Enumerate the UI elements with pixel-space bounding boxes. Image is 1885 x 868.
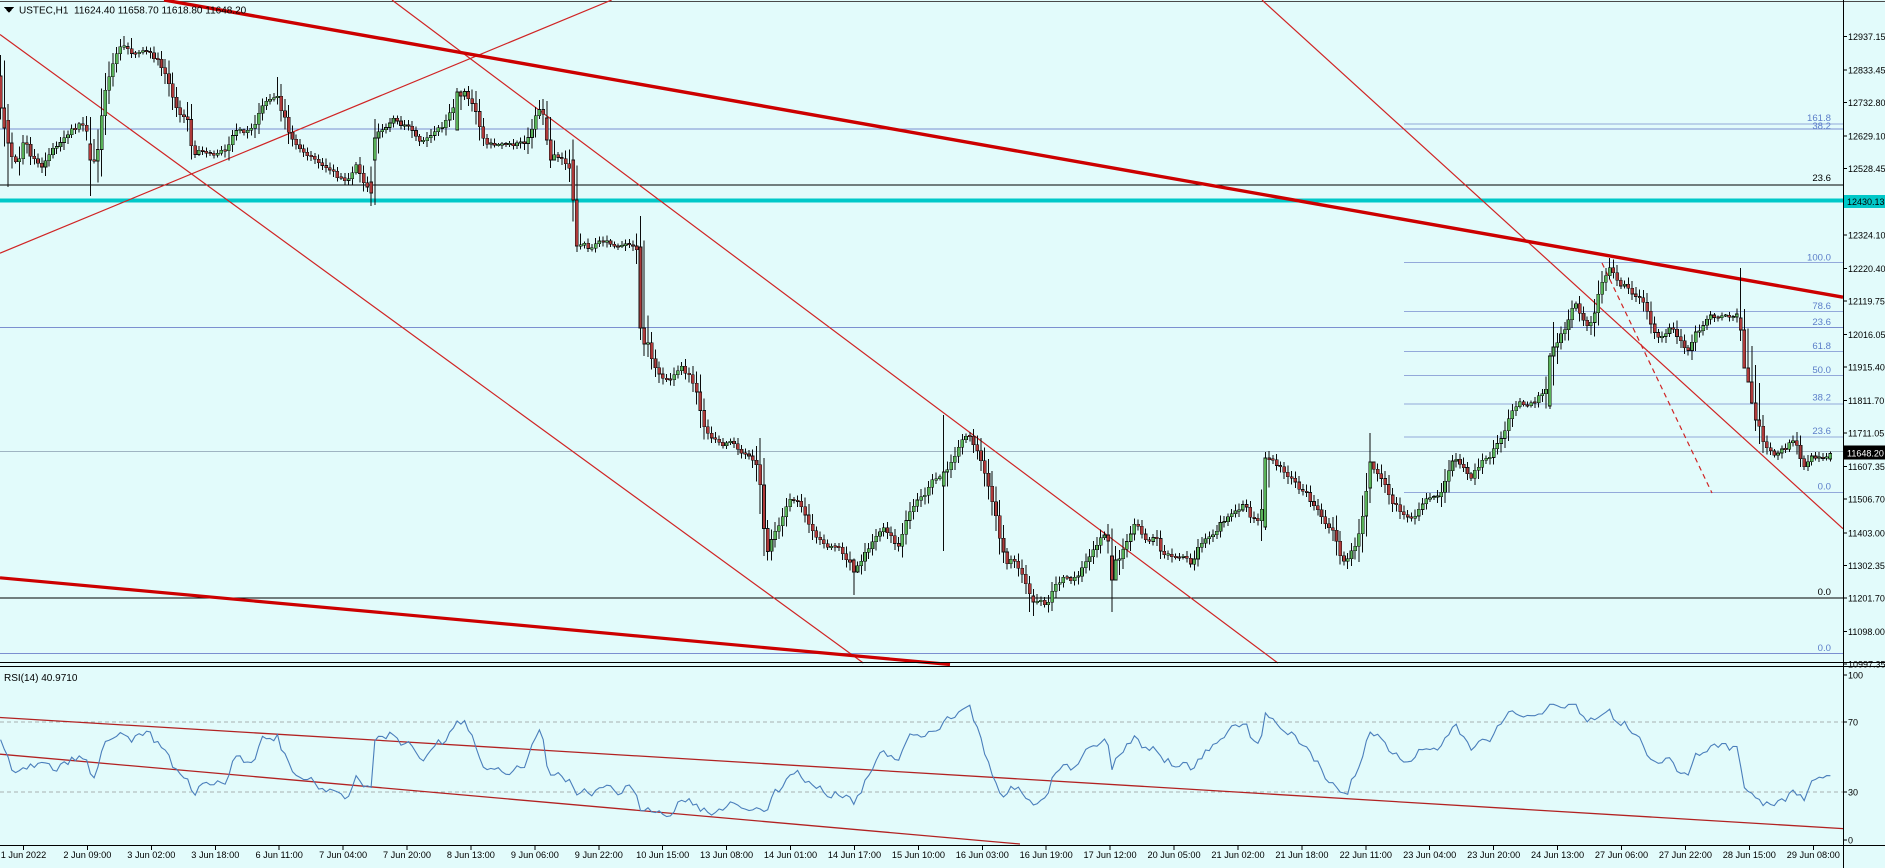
svg-text:11302.35: 11302.35 [1848, 561, 1885, 571]
svg-text:29 Jun 08:00: 29 Jun 08:00 [1787, 850, 1840, 860]
svg-text:21 Jun 02:00: 21 Jun 02:00 [1211, 850, 1264, 860]
svg-text:11915.40: 11915.40 [1848, 363, 1885, 373]
svg-text:10997.35: 10997.35 [1848, 660, 1885, 670]
svg-text:3 Jun 02:00: 3 Jun 02:00 [127, 850, 175, 860]
svg-text:12220.40: 12220.40 [1848, 264, 1885, 274]
svg-text:12937.15: 12937.15 [1848, 32, 1885, 42]
svg-text:28 Jun 15:00: 28 Jun 15:00 [1723, 850, 1776, 860]
svg-text:2 Jun 09:00: 2 Jun 09:00 [63, 850, 111, 860]
svg-text:11607.35: 11607.35 [1848, 462, 1885, 472]
svg-text:16 Jun 19:00: 16 Jun 19:00 [1020, 850, 1073, 860]
svg-text:100: 100 [1848, 671, 1863, 681]
svg-text:100.0: 100.0 [1807, 253, 1831, 264]
svg-text:6 Jun 11:00: 6 Jun 11:00 [256, 850, 303, 860]
svg-text:0.0: 0.0 [1818, 482, 1831, 493]
svg-text:0: 0 [1848, 836, 1853, 846]
svg-text:12324.10: 12324.10 [1848, 230, 1885, 240]
svg-text:30: 30 [1848, 787, 1858, 797]
svg-text:14 Jun 01:00: 14 Jun 01:00 [764, 850, 817, 860]
svg-text:70: 70 [1848, 717, 1858, 727]
svg-text:12833.45: 12833.45 [1848, 66, 1885, 76]
svg-text:78.6: 78.6 [1812, 301, 1831, 312]
svg-text:11098.00: 11098.00 [1848, 627, 1885, 637]
svg-text:21 Jun 18:00: 21 Jun 18:00 [1275, 850, 1328, 860]
svg-text:23 Jun 04:00: 23 Jun 04:00 [1403, 850, 1456, 860]
svg-text:12016.05: 12016.05 [1848, 330, 1885, 340]
svg-text:11201.70: 11201.70 [1848, 593, 1885, 603]
svg-text:10 Jun 15:00: 10 Jun 15:00 [636, 850, 689, 860]
svg-text:11506.70: 11506.70 [1848, 495, 1885, 505]
svg-text:12732.80: 12732.80 [1848, 98, 1885, 108]
svg-text:15 Jun 10:00: 15 Jun 10:00 [892, 850, 945, 860]
svg-text:12629.10: 12629.10 [1848, 132, 1885, 142]
svg-text:9 Jun 06:00: 9 Jun 06:00 [511, 850, 559, 860]
svg-text:11403.00: 11403.00 [1848, 528, 1885, 538]
svg-text:7 Jun 04:00: 7 Jun 04:00 [319, 850, 367, 860]
svg-text:RSI(14) 40.9710: RSI(14) 40.9710 [4, 673, 78, 684]
svg-text:23.6: 23.6 [1812, 317, 1831, 328]
svg-text:USTEC,H1 11624.40 11658.70 11: USTEC,H1 11624.40 11658.70 11618.80 1164… [19, 6, 247, 17]
svg-text:11811.70: 11811.70 [1848, 396, 1884, 406]
svg-text:11648.20: 11648.20 [1847, 449, 1884, 459]
svg-text:12119.75: 12119.75 [1848, 296, 1885, 306]
svg-text:7 Jun 20:00: 7 Jun 20:00 [383, 850, 431, 860]
svg-text:27 Jun 06:00: 27 Jun 06:00 [1595, 850, 1648, 860]
svg-text:11711.05: 11711.05 [1848, 429, 1884, 439]
svg-text:27 Jun 22:00: 27 Jun 22:00 [1659, 850, 1712, 860]
svg-text:16 Jun 03:00: 16 Jun 03:00 [956, 850, 1009, 860]
svg-text:8 Jun 13:00: 8 Jun 13:00 [447, 850, 495, 860]
svg-text:0.0: 0.0 [1818, 643, 1831, 654]
svg-text:23 Jun 20:00: 23 Jun 20:00 [1467, 850, 1520, 860]
svg-text:23.6: 23.6 [1812, 426, 1831, 437]
svg-text:23.6: 23.6 [1812, 173, 1831, 184]
svg-text:38.2: 38.2 [1812, 393, 1831, 404]
svg-text:20 Jun 05:00: 20 Jun 05:00 [1148, 850, 1201, 860]
svg-text:24 Jun 13:00: 24 Jun 13:00 [1531, 850, 1584, 860]
svg-text:50.0: 50.0 [1812, 365, 1831, 376]
svg-text:3 Jun 18:00: 3 Jun 18:00 [191, 850, 239, 860]
svg-text:0.0: 0.0 [1818, 587, 1831, 598]
svg-text:14 Jun 17:00: 14 Jun 17:00 [828, 850, 881, 860]
svg-text:22 Jun 11:00: 22 Jun 11:00 [1340, 850, 1392, 860]
svg-text:38.2: 38.2 [1812, 121, 1831, 132]
svg-text:161.8: 161.8 [1807, 113, 1831, 124]
svg-text:12528.45: 12528.45 [1848, 164, 1885, 174]
svg-text:61.8: 61.8 [1812, 341, 1831, 352]
svg-text:12430.13: 12430.13 [1847, 197, 1885, 207]
svg-text:1 Jun 2022: 1 Jun 2022 [1, 850, 46, 860]
svg-text:9 Jun 22:00: 9 Jun 22:00 [575, 850, 623, 860]
svg-text:13 Jun 08:00: 13 Jun 08:00 [700, 850, 753, 860]
svg-text:17 Jun 12:00: 17 Jun 12:00 [1084, 850, 1137, 860]
